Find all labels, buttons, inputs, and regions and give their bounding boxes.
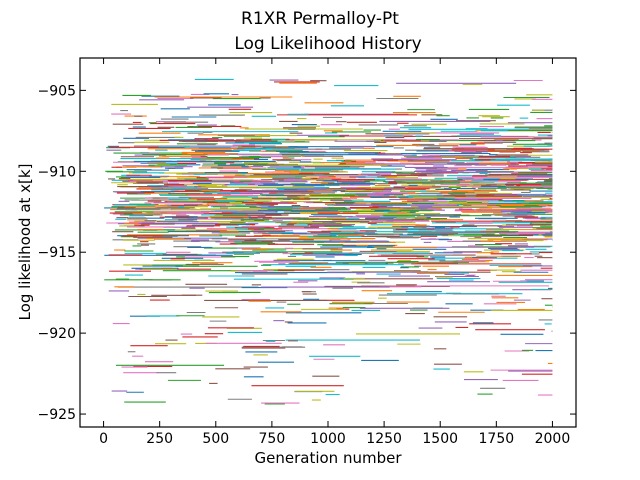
x-tick-label: 0 [99,431,108,447]
y-tick-label: −925 [38,407,76,423]
y-tick-label: −920 [38,326,76,342]
x-tick-label: 1500 [422,431,458,447]
y-tick-label: −915 [38,245,76,261]
series-layer [104,78,553,405]
x-tick-label: 1000 [310,431,346,447]
y-axis-label: Log likelihood at x[k] [16,164,34,321]
x-tick-label: 1750 [479,431,515,447]
chart-title: R1XR Permalloy-Pt [241,9,399,29]
x-tick-label: 250 [146,431,173,447]
x-tick-label: 750 [259,431,286,447]
x-tick-label: 1250 [366,431,402,447]
ticks-layer: 0 250 500 750 1000 1250 1500 1750 2000 −905 −910 −9… [38,58,576,447]
x-tick-label: 500 [202,431,229,447]
chart-subtitle: Log Likelihood History [234,34,421,54]
y-tick-label: −910 [38,164,76,180]
x-axis-label: Generation number [255,449,403,467]
y-tick-label: −905 [38,83,76,99]
x-tick-label: 2000 [535,431,571,447]
